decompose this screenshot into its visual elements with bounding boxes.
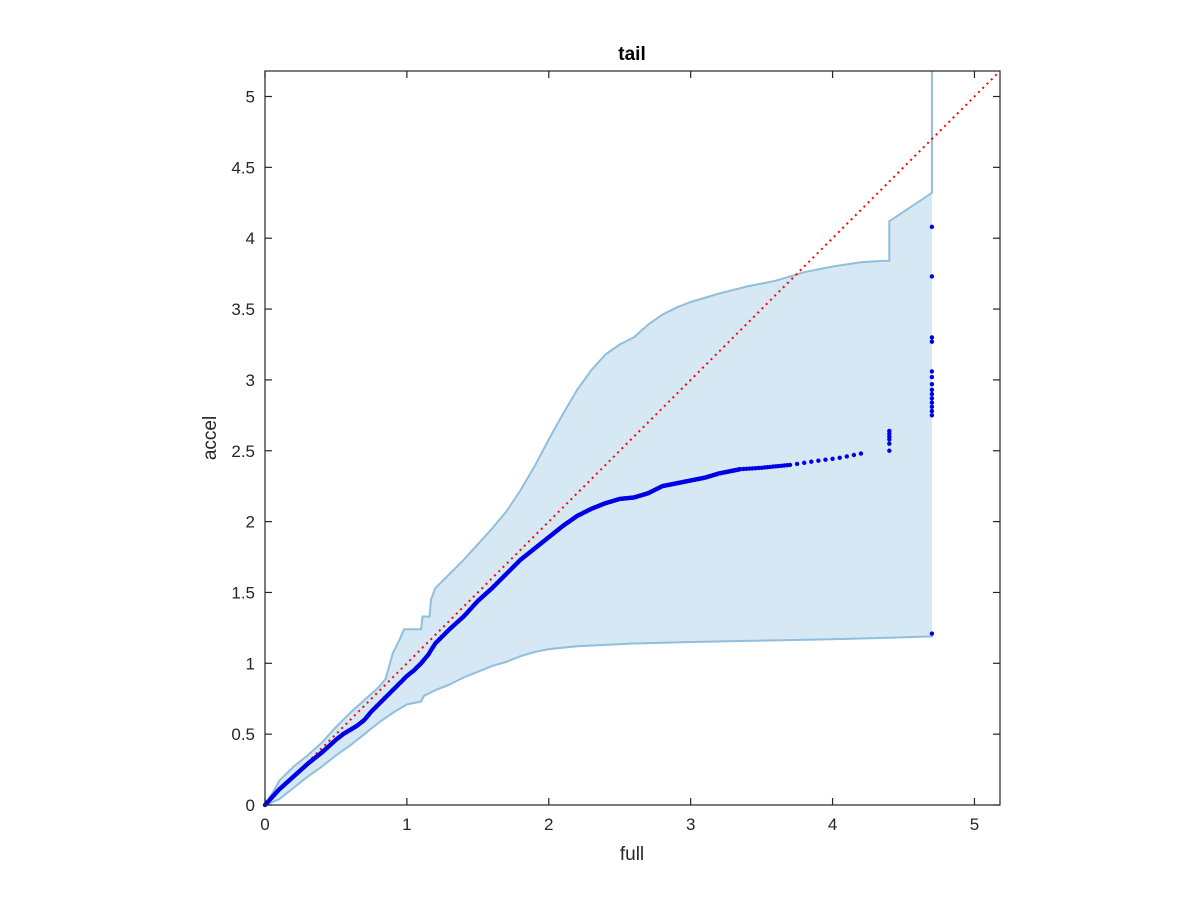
x-axis-label: full	[620, 844, 644, 865]
data-point	[929, 274, 935, 279]
data-point	[929, 396, 935, 401]
reference-line-layer	[264, 70, 1001, 806]
confidence-band-fill	[265, 71, 932, 805]
confidence-band	[264, 71, 933, 806]
data-point	[929, 335, 935, 340]
x-tick-label: 5	[970, 815, 979, 834]
data-point	[858, 451, 864, 456]
x-tick-label: 0	[260, 815, 269, 834]
data-point	[929, 408, 935, 414]
data-point	[887, 448, 892, 453]
y-tick-label: 1	[246, 654, 255, 673]
data-points	[262, 224, 935, 808]
x-tick-label: 3	[686, 815, 695, 834]
y-tick-label: 2.5	[231, 442, 255, 461]
y-tick-label: 5	[246, 88, 255, 107]
data-point	[929, 369, 935, 374]
data-point	[837, 455, 842, 460]
data-point	[787, 462, 793, 468]
data-point	[929, 391, 935, 397]
data-point	[929, 413, 935, 418]
tick-labels: 0 1 2 3 4 5 0 0.5 1 1.5 2 2.5 3 3.5 4 4.5 5	[231, 88, 979, 834]
x-tick-label: 1	[402, 815, 411, 834]
y-tick-label: 0.5	[231, 725, 255, 744]
data-point	[887, 441, 892, 446]
data-point	[929, 404, 935, 410]
reference-line	[264, 70, 1001, 806]
data-point	[802, 460, 807, 465]
data-point	[929, 387, 935, 393]
data-point	[929, 631, 935, 636]
y-axis-label: accel	[200, 416, 221, 460]
data-point	[844, 454, 849, 459]
x-tick-label: 2	[544, 815, 553, 834]
data-point	[851, 452, 857, 458]
axes	[264, 70, 1001, 806]
y-tick-label: 3.5	[231, 300, 255, 319]
data-point	[816, 458, 821, 463]
data-point	[929, 400, 935, 405]
data-point	[929, 224, 935, 230]
y-tick-label: 4.5	[231, 158, 255, 177]
data-point	[823, 457, 828, 462]
upper-band-edge	[264, 71, 933, 806]
x-tick-label: 4	[828, 815, 837, 834]
plot-frame	[264, 70, 1001, 806]
y-tick-label: 0	[246, 796, 255, 815]
data-point	[887, 428, 892, 434]
chart-title: tail	[618, 44, 645, 65]
y-tick-label: 1.5	[231, 583, 255, 602]
data-point	[929, 374, 935, 380]
lower-band-edge	[264, 635, 933, 806]
data-point	[830, 456, 835, 461]
y-tick-label: 4	[246, 229, 255, 248]
y-tick-label: 3	[246, 371, 255, 390]
y-tick-label: 2	[246, 513, 255, 532]
data-point	[929, 339, 935, 344]
data-point	[794, 461, 800, 467]
data-point	[929, 381, 935, 387]
data-point	[809, 459, 814, 464]
